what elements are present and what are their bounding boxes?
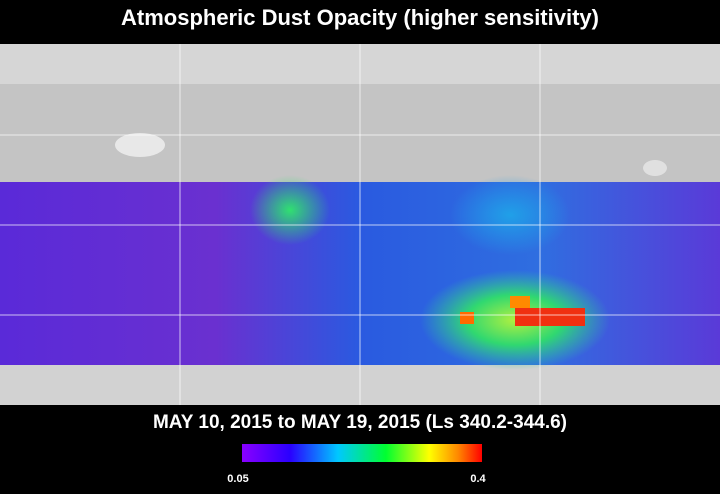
colorbar-max: 0.4	[470, 473, 486, 485]
colorbar	[242, 444, 482, 462]
date-range: MAY 10, 2015 to MAY 19, 2015 (Ls 340.2-3…	[153, 412, 567, 433]
colorbar-min: 0.05	[227, 473, 248, 485]
title: Atmospheric Dust Opacity (higher sensiti…	[121, 5, 599, 30]
mars-map	[0, 44, 720, 405]
